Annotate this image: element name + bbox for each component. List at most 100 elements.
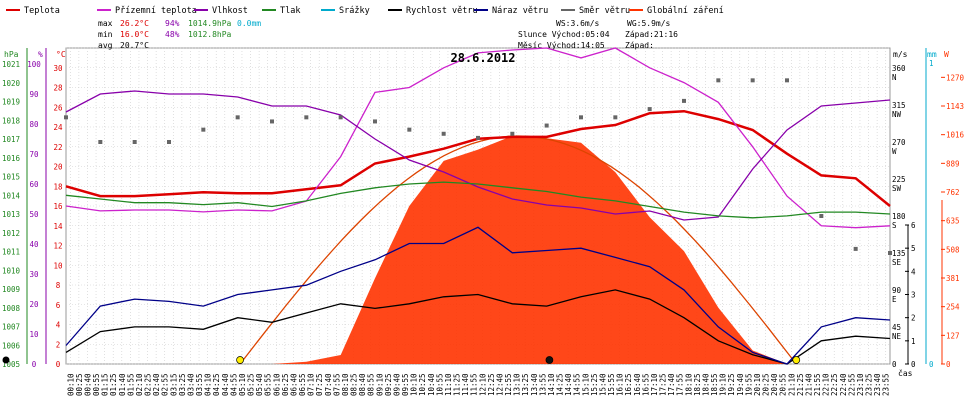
series-wind-direction-point: [476, 135, 480, 140]
x-tick-label: 10:25: [418, 373, 427, 396]
series-wind-direction-point: [819, 214, 824, 218]
x-tick-label: 04:40: [221, 373, 230, 396]
axis-temp-label: °C: [56, 50, 66, 59]
stats-max-rain: 0.0mm: [237, 19, 261, 28]
x-tick-label: 12:40: [495, 373, 504, 396]
x-tick-label: 02:10: [135, 373, 144, 396]
axis-pct-label: %: [38, 50, 43, 59]
x-tick-label: 18:25: [693, 373, 702, 396]
x-tick-label: 20:10: [753, 373, 762, 396]
x-tick-label: 16:25: [624, 373, 633, 396]
axis-rad-tick: 635: [946, 217, 960, 226]
x-tick-label: 16:40: [633, 373, 642, 396]
x-tick-label: 05:25: [247, 373, 256, 396]
x-tick-label: 21:55: [813, 373, 822, 396]
x-tick-label: 07:25: [315, 373, 324, 396]
chart-title: 28.6.2012: [450, 51, 515, 65]
axis-wind-tick: 0: [911, 360, 916, 369]
legend-label: Globální záření: [647, 6, 724, 16]
x-tick-label: 12:10: [478, 373, 487, 396]
axis-dir-label: W: [892, 147, 897, 156]
x-tick-label: 09:55: [401, 373, 410, 396]
x-tick-label: 17:10: [650, 373, 659, 396]
series-wind-direction-point: [132, 140, 137, 144]
x-tick-label: 08:55: [367, 373, 376, 396]
axis-hpa-tick: 1019: [2, 98, 20, 107]
axis-rain-label: mm: [927, 50, 937, 59]
series-Náraz větru: [65, 226, 891, 365]
axis-dir-tick: 135: [892, 249, 906, 258]
axis-temp-tick: 0: [56, 360, 61, 369]
axis-pct-tick: 50: [29, 210, 39, 219]
series-wind-direction-point: [407, 127, 412, 132]
axis-dir-tick: 225: [892, 175, 906, 184]
x-tick-label: 03:40: [186, 373, 195, 396]
axis-hpa-tick: 1015: [2, 173, 20, 182]
axis-rad-tick: 1016: [946, 131, 965, 140]
series-wind-direction-point: [785, 78, 789, 83]
x-tick-label: 01:40: [118, 373, 127, 396]
axis-dir-tick: 45: [892, 323, 901, 332]
x-tick-label: 11:25: [453, 373, 462, 396]
marker-sunrise: [236, 356, 244, 364]
x-tick-label: 11:10: [444, 373, 453, 396]
x-tick-label: 06:25: [281, 373, 290, 396]
x-tick-label: 23:40: [873, 373, 882, 396]
x-tick-label: 13:10: [513, 373, 522, 396]
axis-temp-tick: 28: [53, 84, 63, 93]
series-radiation-area: [66, 136, 890, 364]
axis-dir-tick: 270: [892, 138, 906, 147]
x-tick-label: 15:25: [590, 373, 599, 396]
axis-temp-tick: 16: [53, 202, 63, 211]
x-tick-label: 18:10: [684, 373, 693, 396]
series-wind-direction-point: [510, 131, 515, 136]
x-tick-label: 10:10: [410, 373, 419, 396]
axis-hpa-tick: 1009: [2, 285, 20, 294]
series-Rychlost větru: [65, 289, 891, 365]
stats-max-press: 1014.9hPa: [188, 19, 232, 28]
x-tick-label: 12:25: [487, 373, 496, 396]
x-tick-label: 17:55: [676, 373, 685, 396]
axis-wind-tick: 2: [911, 314, 916, 323]
x-tick-label: 06:40: [289, 373, 298, 396]
axis-temp-tick: 12: [53, 242, 62, 251]
axis-rad-tick: 0: [946, 360, 951, 369]
x-tick-label: 00:10: [66, 373, 75, 396]
axis-pct-tick: 100: [27, 60, 41, 69]
marker-night: [2, 356, 10, 364]
x-tick-label: 18:40: [701, 373, 710, 396]
axis-hpa-tick: 1008: [2, 304, 21, 313]
x-tick-label: 01:15: [101, 373, 110, 396]
x-tick-label: 04:55: [229, 373, 238, 396]
series-wind-direction-point: [682, 98, 686, 103]
axis-dir-label: NW: [892, 110, 902, 119]
axis-rad-tick: 1270: [946, 73, 965, 82]
x-tick-label: 05:55: [264, 373, 273, 396]
axis-hpa-tick: 1006: [2, 341, 21, 350]
series-wind-direction-point: [750, 78, 755, 83]
axis-temp-tick: 30: [53, 64, 63, 73]
x-tick-label: 20:40: [770, 373, 779, 396]
x-tick-label: 20:25: [762, 373, 771, 396]
axis-pct-tick: 0: [32, 360, 37, 369]
axis-dir-tick: 315: [892, 101, 906, 110]
legend-label: Srážky: [339, 6, 370, 16]
x-tick-label: 22:55: [847, 373, 856, 396]
axis-pct-tick: 80: [29, 120, 39, 129]
series-wind-direction-point: [167, 140, 171, 144]
x-tick-label: 16:10: [616, 373, 625, 396]
x-tick-label: 00:55: [92, 373, 101, 396]
series-wind-direction-point: [98, 140, 103, 144]
stats-max-label: max: [98, 19, 113, 28]
x-tick-label: 21:40: [804, 373, 813, 396]
axis-dir-tick: 0: [892, 360, 897, 369]
legend-label: Rychlost větru: [406, 6, 478, 16]
legend-label: Přízemní teplota: [115, 6, 197, 16]
x-tick-label: 17:25: [659, 373, 668, 396]
stats-min-temp: 16.0°C: [120, 30, 149, 39]
axis-temp-tick: 24: [53, 123, 63, 132]
x-tick-label: 19:40: [736, 373, 745, 396]
x-tick-label: 17:40: [667, 373, 676, 396]
axis-dir-tick: 360: [892, 64, 906, 73]
series-wind-direction-point: [235, 115, 240, 120]
